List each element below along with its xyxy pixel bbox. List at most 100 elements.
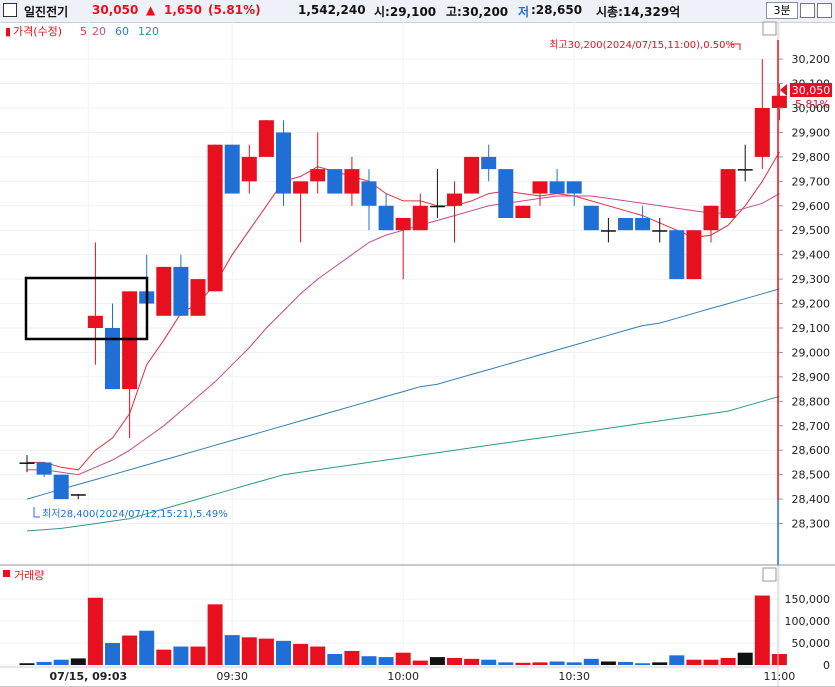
volume-bar (481, 659, 497, 665)
volume-bar (53, 659, 69, 665)
candle-body (224, 144, 240, 194)
candle-body (652, 230, 668, 232)
volume-bar (344, 650, 360, 665)
candle-body (156, 266, 172, 316)
volume-bar (549, 661, 565, 665)
candle-body (190, 279, 206, 316)
candle-body (549, 181, 565, 194)
price-tick-label: 28,600 (792, 444, 831, 457)
volume-bar (207, 604, 223, 665)
volume-bar (19, 663, 35, 665)
current-change-pct: 5.81% (795, 98, 830, 111)
candle-body (310, 169, 326, 182)
volume-bar (36, 661, 52, 665)
price-tick-label: 28,500 (792, 469, 831, 482)
candle-body (412, 205, 428, 231)
volume-bar (447, 657, 462, 665)
candle-body (583, 205, 599, 231)
volume-bar (70, 658, 86, 665)
stock-name[interactable]: 일진전기 (24, 5, 69, 19)
candle-body (105, 328, 120, 390)
price-scroll-up-button[interactable] (762, 21, 777, 36)
price-tick-label: 29,500 (792, 224, 831, 237)
legend-ma60[interactable]: 60 (115, 25, 129, 38)
candle-body (395, 218, 411, 231)
candle-body (703, 205, 719, 231)
highlight-box (24, 276, 149, 341)
volume-tick-label: 150,000 (785, 593, 831, 606)
ma120-line (26, 395, 780, 532)
candle-body (464, 156, 480, 194)
ma60-line (26, 288, 780, 500)
price-tick-label: 28,900 (792, 371, 831, 384)
price-tick-label: 29,300 (792, 273, 831, 286)
volume-bar (87, 597, 103, 665)
candle-body (498, 169, 514, 218)
legend-ma20[interactable]: 20 (92, 25, 106, 38)
current-price-tag-label: 30,050 (792, 84, 831, 97)
volume-bar (464, 658, 480, 665)
candle-body (70, 494, 86, 496)
candle-body (515, 205, 531, 218)
volume-bar (754, 595, 770, 665)
candle-body (447, 193, 462, 206)
candle-body (87, 315, 103, 328)
legend-price-label[interactable]: 가격(수정) (13, 25, 62, 38)
volume-bar (395, 652, 411, 665)
volume-bar (737, 652, 753, 665)
candle-body (669, 230, 685, 280)
candle-body (344, 169, 360, 194)
volume-bar (429, 657, 445, 665)
legend-ma5[interactable]: 5 (80, 25, 87, 38)
volume-bar (771, 654, 787, 665)
time-tick-label: 11:00 (764, 670, 796, 683)
price-tick-label: 30,200 (792, 53, 831, 66)
candle-body (19, 462, 35, 464)
candle-body (173, 266, 189, 316)
current-price-pointer-icon (780, 84, 787, 96)
volume-bar (327, 654, 343, 665)
legend-ma120[interactable]: 120 (138, 25, 159, 38)
candle-body (207, 144, 223, 292)
volume-bar (293, 643, 309, 665)
volume-bar (515, 662, 531, 665)
price-tick-label: 29,000 (792, 346, 831, 359)
candle-body (737, 169, 753, 171)
price-tick-label: 29,600 (792, 200, 831, 213)
chart-header: 일진전기 30,050 ▲ 1,650 (5.81%) 1,542,240 시:… (0, 0, 835, 23)
candle-body (635, 218, 651, 231)
price-axis-labels: 28,300 28,400 28,500 28,600 28,700 28,800 28,9… (778, 53, 831, 531)
volume-axis-labels: 0 50,000 100,000 150,000 (785, 593, 831, 672)
high-annotation: 최고30,200(2024/07/15,11:00),0.50% (549, 39, 735, 51)
minimize-button[interactable] (800, 3, 815, 18)
candle-body (481, 156, 497, 170)
volume-bar (173, 646, 189, 665)
volume-bar (703, 659, 719, 665)
volume-scroll-button[interactable] (762, 567, 777, 582)
volume-bar (139, 630, 155, 665)
price-change: 1,650 (164, 3, 202, 17)
volume-bar (310, 646, 326, 665)
interval-selector[interactable]: 3분 (766, 2, 798, 19)
time-tick-label: 10:00 (387, 670, 419, 683)
volume-tick-label: 100,000 (785, 615, 831, 628)
volume-bar (652, 662, 668, 665)
price-tick-label: 29,900 (792, 126, 831, 139)
select-checkbox[interactable] (3, 3, 17, 17)
candle-body (754, 108, 770, 157)
price-tick-label: 29,700 (792, 175, 831, 188)
volume-legend-marker (3, 570, 10, 577)
current-price: 30,050 (92, 3, 139, 17)
price-tick-label: 29,100 (792, 322, 831, 335)
current-price-tag (790, 83, 832, 97)
price-tick-label: 28,800 (792, 395, 831, 408)
market-cap: 시총:14,329억 (596, 5, 681, 19)
price-candles (19, 59, 787, 500)
price-tick-label: 30,000 (792, 102, 831, 115)
up-arrow-icon: ▲ (146, 3, 156, 17)
candle-body (771, 95, 787, 108)
volume-bar (566, 662, 582, 665)
close-button[interactable] (817, 3, 832, 18)
volume-bar (412, 660, 428, 665)
